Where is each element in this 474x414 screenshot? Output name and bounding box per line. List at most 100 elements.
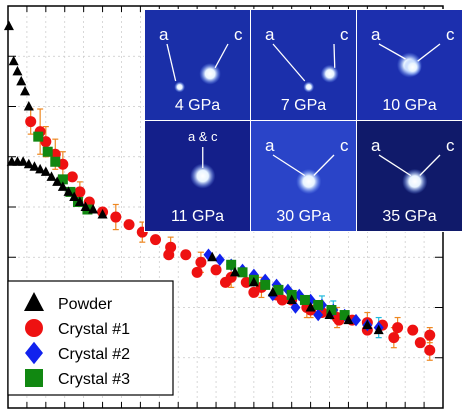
- data-point: [343, 314, 354, 325]
- data-point: [424, 329, 436, 341]
- data-point: [195, 256, 207, 268]
- data-point: [12, 65, 23, 76]
- data-point: [25, 116, 37, 128]
- data-point: [40, 166, 51, 176]
- data-point: [8, 55, 19, 66]
- inset-arrow-c: [333, 43, 336, 68]
- data-point: [66, 171, 78, 183]
- data-point: [424, 344, 436, 356]
- data-point: [110, 211, 122, 223]
- data-point: [276, 294, 288, 306]
- data-point: [286, 294, 297, 304]
- data-point: [52, 176, 63, 186]
- data-point: [407, 324, 419, 336]
- inset-arrow-a: [272, 154, 306, 177]
- data-point: [35, 163, 46, 174]
- data-point: [16, 75, 27, 86]
- inset-arrow-c: [417, 43, 441, 62]
- data-point: [20, 85, 31, 96]
- legend-label: Crystal #1: [58, 321, 130, 338]
- data-point: [351, 313, 361, 327]
- diffraction-spot: [174, 81, 186, 93]
- data-point: [163, 249, 175, 261]
- inset-panel: a & c 11 GPa: [145, 121, 250, 231]
- data-point: [50, 156, 61, 167]
- data-point: [339, 310, 350, 321]
- inset-panel: a c 35 GPa: [357, 121, 462, 231]
- data-point: [3, 20, 14, 31]
- inset-label-a: a: [265, 25, 275, 44]
- data-point: [226, 259, 237, 270]
- legend-label: Crystal #3: [58, 371, 130, 388]
- inset-pressure-label: 4 GPa: [175, 97, 220, 114]
- data-point: [23, 158, 34, 169]
- inset-arrow-c: [214, 43, 229, 69]
- diffraction-spot: [402, 168, 428, 195]
- data-point: [267, 286, 278, 297]
- inset-panel: a c 4 GPa: [145, 10, 250, 120]
- inset-arrow-a: [378, 154, 412, 177]
- data-point: [326, 305, 337, 316]
- data-point: [273, 284, 284, 295]
- data-point: [33, 131, 44, 142]
- legend-marker-square: [25, 369, 43, 387]
- inset-pressure-label: 30 GPa: [276, 208, 330, 225]
- inset-panel: a c 7 GPa: [251, 10, 356, 120]
- data-point: [373, 324, 384, 335]
- inset-label-a: a: [371, 136, 381, 155]
- inset-label-a: a: [159, 25, 169, 44]
- diffraction-spot: [303, 81, 315, 93]
- legend: Powder Crystal #1 Crystal #2 Crystal #3: [7, 280, 174, 396]
- data-markers: [3, 20, 436, 356]
- data-point: [362, 319, 373, 330]
- data-point: [191, 266, 203, 278]
- data-point: [290, 301, 301, 314]
- diffraction-spot: [403, 58, 422, 77]
- data-point: [63, 186, 74, 196]
- data-point: [57, 181, 68, 191]
- data-point: [57, 174, 68, 185]
- inset-image: [251, 10, 356, 120]
- data-point: [23, 101, 34, 111]
- inset-arrow-a: [166, 43, 177, 82]
- data-point: [210, 264, 222, 276]
- data-point: [414, 337, 426, 349]
- inset-label-c: c: [234, 25, 243, 44]
- inset-panel: a c 10 GPa: [357, 10, 462, 120]
- inset-pressure-label: 7 GPa: [281, 97, 326, 114]
- data-point: [46, 171, 57, 181]
- data-point: [74, 186, 86, 198]
- legend-marker-triangle: [24, 292, 44, 311]
- inset-label-c: c: [340, 136, 349, 155]
- data-point: [18, 156, 29, 166]
- data-point: [69, 191, 80, 201]
- data-point: [260, 279, 271, 290]
- data-point: [313, 299, 324, 310]
- inset-image: [145, 10, 250, 120]
- data-point: [88, 204, 99, 214]
- data-point: [237, 267, 248, 278]
- data-point: [248, 286, 260, 298]
- diffraction-spot: [199, 63, 221, 85]
- data-point: [299, 294, 310, 305]
- data-point: [80, 201, 91, 211]
- data-point: [214, 253, 225, 267]
- inset-arrow-c: [419, 154, 441, 176]
- data-point: [97, 209, 108, 219]
- legend-marker-circle: [25, 319, 43, 337]
- inset-label-a: a: [265, 136, 275, 155]
- inset-panels: a c 4 GPa a c 7 GPa a c 10 GPa a & c 11 GPa a c 30 GP…: [144, 9, 463, 232]
- inset-label-c: c: [340, 25, 349, 44]
- data-point: [220, 276, 231, 288]
- inset-arrow-a: [378, 43, 406, 60]
- data-point: [74, 196, 85, 206]
- legend-label: Crystal #2: [58, 346, 130, 363]
- data-point: [388, 332, 400, 344]
- diffraction-spot: [296, 168, 322, 195]
- inset-pressure-label: 10 GPa: [382, 97, 436, 114]
- data-point: [123, 219, 135, 231]
- legend-marker-diamond: [25, 341, 43, 365]
- legend-entry: Crystal #1: [25, 319, 130, 338]
- inset-label-a: a: [371, 25, 381, 44]
- diffraction-spot: [190, 163, 216, 189]
